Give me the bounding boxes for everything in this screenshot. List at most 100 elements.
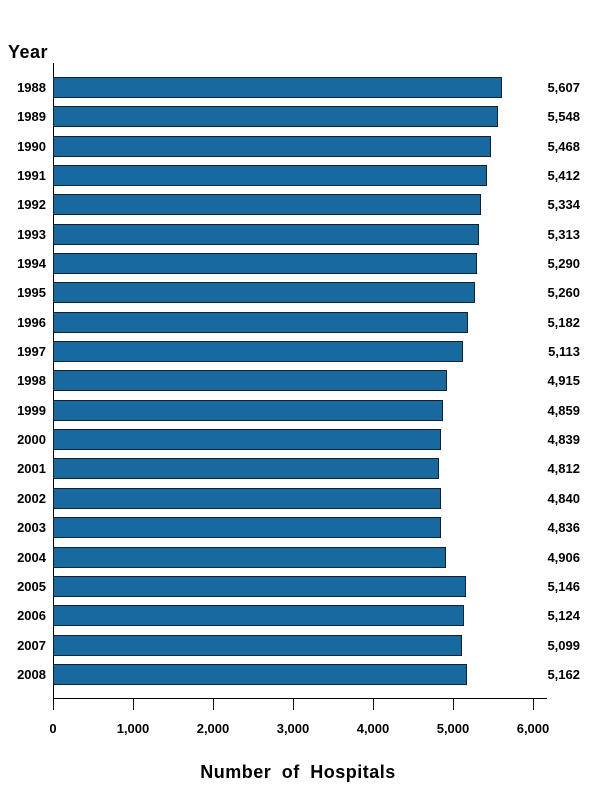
bar xyxy=(53,135,492,157)
year-label: 1998 xyxy=(17,373,46,389)
x-tick-label: 6,000 xyxy=(516,721,550,736)
bar-track xyxy=(53,77,534,98)
x-tick-label: 3,000 xyxy=(276,721,310,736)
bar-track xyxy=(53,282,534,304)
bar-row: 1995 5,260 xyxy=(0,282,580,304)
year-label: 1990 xyxy=(17,138,46,154)
bar-track xyxy=(53,253,534,275)
year-label: 1991 xyxy=(17,168,46,184)
x-tick-mark xyxy=(213,698,214,710)
bar-track xyxy=(53,517,534,539)
bar-track xyxy=(53,546,534,568)
value-label: 5,099 xyxy=(547,637,580,653)
bar-track xyxy=(53,663,534,685)
bar xyxy=(53,370,448,392)
bar-track xyxy=(53,341,534,363)
bar xyxy=(53,605,464,627)
x-tick-label: 1,000 xyxy=(116,721,150,736)
bar-row: 1992 5,334 xyxy=(0,194,580,216)
value-label: 4,859 xyxy=(547,402,580,418)
bar xyxy=(53,399,443,421)
year-label: 1997 xyxy=(17,344,46,360)
x-tick-mark xyxy=(533,698,534,710)
bar-row: 2008 5,162 xyxy=(0,663,580,685)
x-tick-mark xyxy=(133,698,134,710)
x-axis-line xyxy=(53,698,547,699)
bar-track xyxy=(53,575,534,597)
year-label: 1995 xyxy=(17,285,46,301)
bar-row: 2002 4,840 xyxy=(0,487,580,509)
year-label: 2005 xyxy=(17,578,46,594)
year-label: 2008 xyxy=(17,666,46,682)
bar-row: 1993 5,313 xyxy=(0,223,580,245)
value-label: 5,412 xyxy=(547,168,580,184)
year-label: 1993 xyxy=(17,226,46,242)
x-tick-label: 0 xyxy=(49,721,57,736)
year-label: 2007 xyxy=(17,637,46,653)
year-label: 2006 xyxy=(17,608,46,624)
value-label: 5,290 xyxy=(547,256,580,272)
year-label: 1989 xyxy=(17,109,46,125)
bar-track xyxy=(53,370,534,392)
bar xyxy=(53,106,498,128)
bar xyxy=(53,165,487,187)
x-tick-label: 2,000 xyxy=(196,721,230,736)
bar xyxy=(53,458,439,480)
year-label: 2004 xyxy=(17,549,46,565)
value-label: 5,334 xyxy=(547,197,580,213)
year-label: 1994 xyxy=(17,256,46,272)
value-label: 5,182 xyxy=(547,314,580,330)
bar-row: 1994 5,290 xyxy=(0,253,580,275)
bar-track xyxy=(53,194,534,216)
value-label: 5,113 xyxy=(548,344,580,360)
bar-row: 2001 4,812 xyxy=(0,458,580,480)
x-tick-label: 4,000 xyxy=(356,721,390,736)
bar xyxy=(53,77,503,98)
value-label: 4,915 xyxy=(547,373,580,389)
value-label: 5,548 xyxy=(547,109,580,125)
bar-row: 1988 5,607 xyxy=(0,77,580,98)
bar-track xyxy=(53,135,534,157)
bar xyxy=(53,546,447,568)
bar-row: 1990 5,468 xyxy=(0,135,580,157)
bar-track xyxy=(53,634,534,656)
bar-row: 1991 5,412 xyxy=(0,165,580,187)
bar xyxy=(53,223,479,245)
year-label: 1996 xyxy=(17,314,46,330)
value-label: 4,840 xyxy=(547,490,580,506)
value-label: 4,906 xyxy=(547,549,580,565)
bar-row: 2005 5,146 xyxy=(0,575,580,597)
value-label: 4,839 xyxy=(547,432,580,448)
bar-track xyxy=(53,487,534,509)
bar-track xyxy=(53,106,534,128)
value-label: 5,607 xyxy=(547,80,580,95)
bar xyxy=(53,429,441,451)
value-label: 5,162 xyxy=(547,666,580,682)
bar-track xyxy=(53,458,534,480)
bar xyxy=(53,341,463,363)
bar xyxy=(53,253,478,275)
x-tick-label: 5,000 xyxy=(436,721,470,736)
bar xyxy=(53,634,462,656)
year-label: 2002 xyxy=(17,490,46,506)
value-label: 5,260 xyxy=(547,285,580,301)
value-label: 5,146 xyxy=(547,578,580,594)
x-tick-mark xyxy=(453,698,454,710)
value-label: 5,124 xyxy=(547,608,580,624)
year-label: 1999 xyxy=(17,402,46,418)
bar-row: 2006 5,124 xyxy=(0,605,580,627)
bar-row: 1997 5,113 xyxy=(0,341,580,363)
bar-row: 1996 5,182 xyxy=(0,311,580,333)
bar-row: 1998 4,915 xyxy=(0,370,580,392)
bar xyxy=(53,517,441,539)
bar-row: 1989 5,548 xyxy=(0,106,580,128)
year-label: 2000 xyxy=(17,432,46,448)
bar xyxy=(53,282,475,304)
bar xyxy=(53,575,466,597)
bar-row: 1999 4,859 xyxy=(0,399,580,421)
value-label: 5,313 xyxy=(547,226,580,242)
bar xyxy=(53,487,441,509)
x-tick-mark xyxy=(293,698,294,710)
year-label: 2003 xyxy=(17,520,46,536)
value-label: 5,468 xyxy=(547,138,580,154)
